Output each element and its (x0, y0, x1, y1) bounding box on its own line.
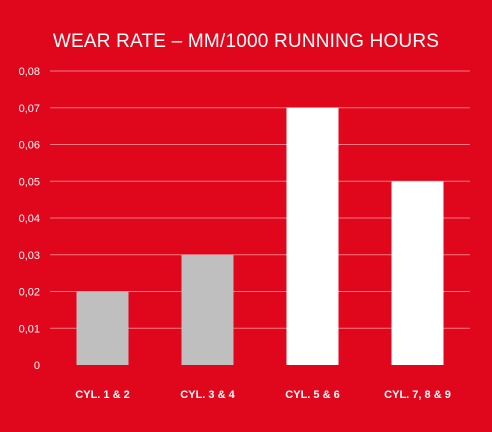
y-tick-label: 0 (34, 360, 40, 372)
y-tick-label: 0,04 (19, 213, 40, 225)
x-tick-label: CYL. 3 & 4 (180, 389, 235, 401)
bar (181, 254, 234, 365)
y-tick-label: 0,08 (19, 66, 40, 78)
y-tick-labels: 0 0,01 0,02 0,03 0,04 0,05 0,06 0,07 0,08 (19, 66, 40, 372)
x-tick-labels: CYL. 1 & 2 CYL. 3 & 4 CYL. 5 & 6 CYL. 7, 8 … (75, 389, 451, 401)
x-tick-label: CYL. 7, 8 & 9 (384, 389, 451, 401)
bars (76, 107, 444, 365)
y-tick-label: 0,02 (19, 287, 40, 299)
bar (391, 181, 444, 365)
bar (76, 291, 129, 365)
x-tick-label: CYL. 5 & 6 (285, 389, 339, 401)
y-tick-label: 0,03 (19, 250, 40, 262)
y-tick-label: 0,07 (19, 103, 40, 115)
y-tick-label: 0,06 (19, 140, 40, 152)
chart-title: WEAR RATE – MM/1000 RUNNING HOURS (52, 31, 440, 52)
bar (286, 107, 339, 365)
y-tick-label: 0,01 (19, 323, 40, 335)
x-tick-label: CYL. 1 & 2 (75, 389, 129, 401)
y-tick-label: 0,05 (19, 176, 40, 188)
